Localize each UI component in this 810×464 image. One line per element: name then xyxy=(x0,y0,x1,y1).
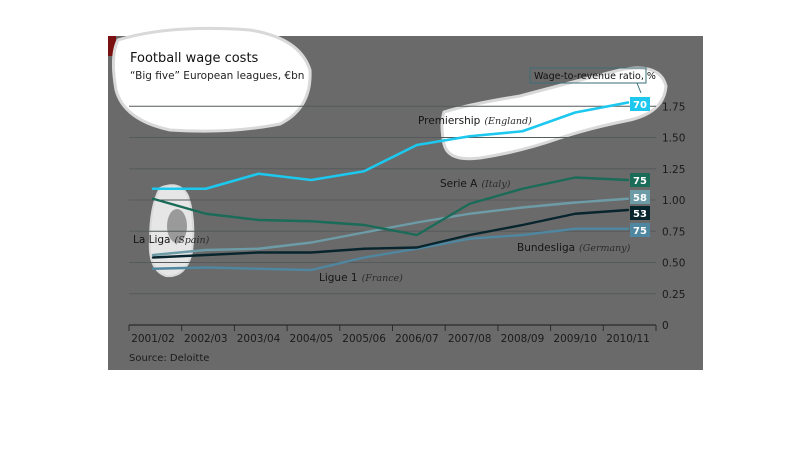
series-name: Bundesliga xyxy=(517,242,575,254)
ratio-badge-premiership xyxy=(630,97,650,111)
axes: 0 0.25 0.50 0.75 1.00 1.25 1.50 1.75 2001/02 2002… xyxy=(128,101,685,345)
x-tick-label: 2002/03 xyxy=(184,333,228,345)
series-name: La Liga xyxy=(133,234,171,246)
chart-title: Football wage costs xyxy=(130,51,259,66)
gridlines xyxy=(129,105,656,295)
x-tick-label: 2003/04 xyxy=(237,333,281,345)
ratio-legend-label: Wage-to-revenue ratio, % xyxy=(534,71,656,82)
series-name: Serie A xyxy=(440,178,478,190)
ratio-badge-bundesliga xyxy=(630,206,650,220)
ratio-badge-value: 53 xyxy=(633,209,647,220)
ratio-badge-value: 75 xyxy=(633,226,647,237)
premiership-highlight-blob xyxy=(440,66,668,161)
ratio-legend-pointer xyxy=(636,82,642,94)
x-tick-label: 2005/06 xyxy=(342,333,386,345)
y-tick-label: 0.75 xyxy=(662,226,685,238)
x-tick-label: 2004/05 xyxy=(290,333,334,345)
series-country: (Spain) xyxy=(175,235,210,246)
y-tick-label: 1.75 xyxy=(662,101,685,113)
ratio-badge-value: 75 xyxy=(633,176,647,187)
x-tick-label: 2006/07 xyxy=(395,333,439,345)
series-country: (Italy) xyxy=(481,179,510,190)
laliga-inner-mark xyxy=(167,209,187,243)
x-tick-label: 2009/10 xyxy=(553,333,597,345)
series-label-premiership: Premiership (England) xyxy=(418,115,532,127)
ratio-badge-value: 58 xyxy=(633,193,647,204)
ratio-badge-value: 70 xyxy=(633,100,647,111)
series-line-premiership xyxy=(151,101,630,191)
ratio-badges: 70 75 58 53 75 xyxy=(630,97,650,237)
ratio-badge-serie-a xyxy=(630,173,650,187)
x-tick-label: 2007/08 xyxy=(448,333,492,345)
series-line-la-liga xyxy=(151,197,630,257)
chart-source: Source: Deloitte xyxy=(129,353,209,364)
x-tick-label: 2010/11 xyxy=(606,333,650,345)
y-tick-label: 1.25 xyxy=(662,164,685,176)
y-tick-label: 0 xyxy=(662,320,669,332)
y-tick-label: 0.50 xyxy=(662,258,685,270)
ratio-badge-la-liga xyxy=(630,190,650,204)
red-corner-tag xyxy=(108,36,116,56)
series-line-ligue-1 xyxy=(151,227,630,272)
series-country: (France) xyxy=(362,273,404,284)
series-country: (Germany) xyxy=(579,243,631,254)
title-highlight-blob xyxy=(111,26,312,133)
series-country: (England) xyxy=(484,116,532,127)
y-tick-label: 0.25 xyxy=(662,289,685,301)
series-name: Ligue 1 xyxy=(319,272,358,284)
series-label-serie-a: Serie A (Italy) xyxy=(440,178,511,190)
chart-subtitle: “Big five” European leagues, €bn xyxy=(130,70,304,82)
y-tick-label: 1.50 xyxy=(662,133,685,145)
series-lines xyxy=(151,101,630,272)
ratio-legend-box xyxy=(529,67,647,84)
x-tick-label: 2008/09 xyxy=(501,333,545,345)
series-label-la-liga: La Liga (Spain) xyxy=(133,234,210,246)
series-line-serie-a xyxy=(151,176,630,237)
ratio-badge-ligue-1 xyxy=(630,223,650,237)
series-label-bundesliga: Bundesliga (Germany) xyxy=(517,242,631,254)
series-label-ligue-1: Ligue 1 (France) xyxy=(319,272,403,284)
y-tick-label: 1.00 xyxy=(662,195,685,207)
series-labels: Premiership (England) Serie A (Italy) La Lig… xyxy=(133,115,631,284)
series-line-bundesliga xyxy=(151,208,630,259)
series-name: Premiership xyxy=(418,115,481,127)
x-tick-label: 2001/02 xyxy=(131,333,175,345)
